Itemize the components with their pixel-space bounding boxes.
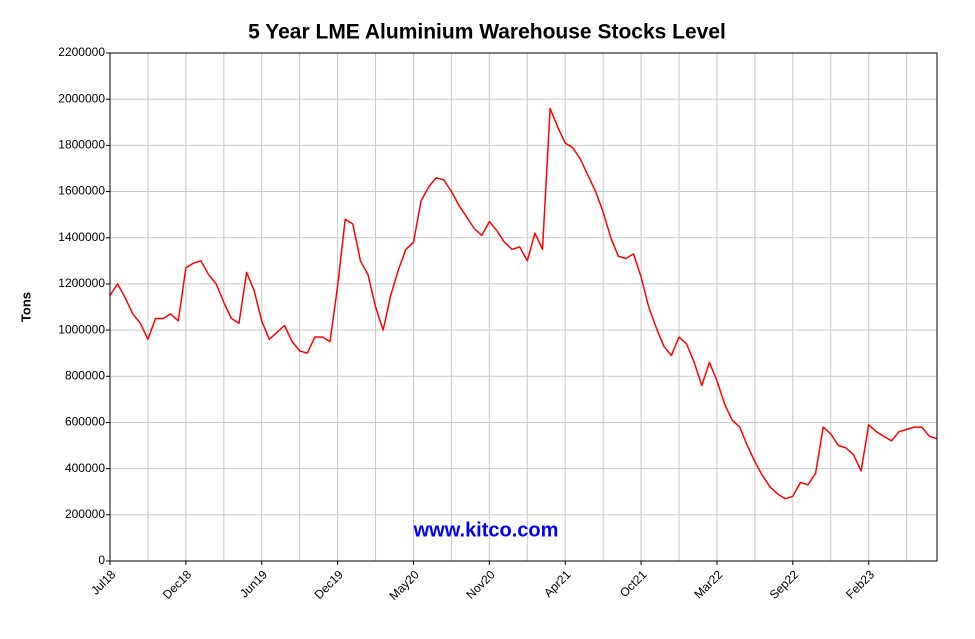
- plot-border: [109, 52, 938, 562]
- y-tick-label: 1400000: [58, 230, 105, 244]
- y-tick-label: 400000: [65, 461, 105, 475]
- y-tick-label: 0: [98, 553, 105, 567]
- chart-title: 5 Year LME Aluminium Warehouse Stocks Le…: [248, 21, 726, 44]
- y-tick-label: 1600000: [58, 184, 105, 198]
- y-tick-label: 2200000: [58, 45, 105, 59]
- y-axis-label: Tons: [18, 292, 33, 322]
- y-tick-label: 600000: [65, 415, 105, 429]
- watermark: www.kitco.com: [413, 519, 559, 541]
- plot: [109, 107, 938, 500]
- y-tick-label: 1800000: [58, 138, 105, 152]
- y-tick-label: 800000: [65, 368, 105, 382]
- y-tick-label: 1200000: [58, 276, 105, 290]
- y-tick-label: 2000000: [58, 91, 105, 105]
- y-tick-label: 200000: [65, 507, 105, 521]
- y-tick-label: 1000000: [58, 322, 105, 336]
- data-line: [109, 107, 938, 500]
